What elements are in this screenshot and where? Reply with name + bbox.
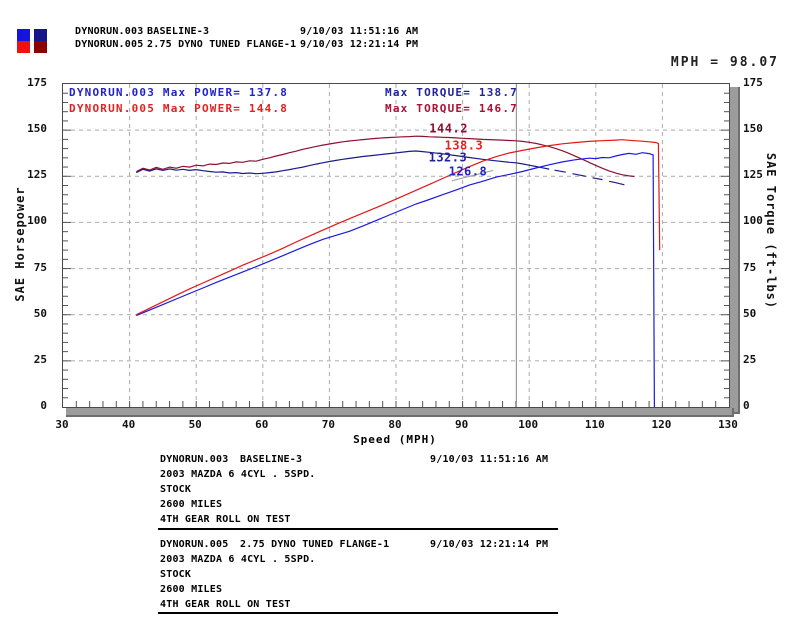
footer-run-2-description: 2.75 DYNO TUNED FLANGE-1	[240, 539, 390, 550]
footer-divider-2	[158, 612, 558, 614]
footer-run-1-mileage: 2600 MILES	[160, 499, 223, 510]
y-tick-label-right: 125	[743, 168, 763, 182]
run-2-description: 2.75 DYNO TUNED FLANGE-1	[147, 39, 297, 50]
footer-run-2-mileage: 2600 MILES	[160, 584, 223, 595]
footer-run-2-vehicle: 2003 MAZDA 6 4CYL . 5SPD.	[160, 554, 316, 565]
swatch-power-003	[17, 29, 30, 41]
cursor-value-label: 132.3	[429, 151, 468, 165]
y-tick-label-left: 175	[27, 76, 47, 89]
y-tick-label-left: 50	[33, 306, 47, 320]
footer-run-1-test-type: 4TH GEAR ROLL ON TEST	[160, 514, 291, 525]
x-tick-label: 40	[121, 418, 136, 431]
footer-divider-1	[158, 528, 558, 530]
series-torque-003	[592, 177, 603, 181]
y-tick-label-left: 125	[27, 168, 47, 182]
y-tick-label-left: 0	[40, 399, 47, 412]
footer-run-1-description: BASELINE-3	[240, 454, 303, 465]
header-run-1: DYNORUN.003 BASELINE-3 9/10/03 11:51:16 …	[0, 26, 800, 39]
x-tick-label: 80	[388, 418, 402, 431]
legend-torque-003: Max TORQUE= 138.7	[385, 86, 518, 99]
series-torque-003	[608, 180, 625, 186]
x-tick-label: 120	[651, 418, 672, 431]
run-2-timestamp: 9/10/03 12:21:14 PM	[300, 39, 419, 50]
plot-frame-bevel-right	[730, 87, 740, 414]
y-tick-label-right: 50	[743, 306, 757, 320]
y-tick-label-left: 25	[33, 352, 47, 366]
run-2-filename: DYNORUN.005	[75, 39, 144, 50]
x-tick-label: 70	[321, 418, 336, 431]
x-tick-label: 30	[55, 418, 69, 431]
run-1-filename: DYNORUN.003	[75, 26, 144, 37]
run-1-description: BASELINE-3	[147, 26, 210, 37]
plot-frame-bevel-bottom	[66, 408, 734, 417]
x-tick-label: 100	[518, 418, 539, 431]
y-tick-label-right: 75	[743, 260, 757, 274]
series-torque-005	[136, 135, 635, 178]
legend-torque-005: Max TORQUE= 146.7	[385, 102, 518, 115]
cursor-mph-readout: MPH = 98.07	[670, 55, 779, 70]
footer-run-2-timestamp: 9/10/03 12:21:14 PM	[430, 539, 549, 550]
footer-run-1-vehicle: 2003 MAZDA 6 4CYL . 5SPD.	[160, 469, 316, 480]
x-tick-label: 60	[255, 418, 269, 431]
power-color-swatch-column	[17, 29, 30, 54]
x-tick-label: 50	[188, 418, 202, 431]
swatch-torque-003	[34, 29, 47, 41]
x-axis-title: Speed (MPH)	[353, 433, 437, 446]
legend-power-003: DYNORUN.003 Max POWER= 137.8	[69, 86, 289, 99]
series-power-003	[136, 152, 656, 408]
y-tick-label-right: 175	[743, 76, 763, 89]
y-tick-label-right: 150	[743, 122, 763, 136]
footer-run-2-test-type: 4TH GEAR ROLL ON TEST	[160, 599, 291, 610]
x-tick-label: 110	[584, 418, 605, 431]
swatch-power-005	[17, 41, 30, 53]
label-leader-line	[451, 169, 494, 182]
y-tick-label-right: 25	[743, 352, 757, 366]
cursor-value-label: 144.2	[429, 122, 468, 136]
series-torque-003	[136, 150, 550, 175]
footer-run-1-filename: DYNORUN.003	[160, 454, 229, 465]
plot-frame: 144.2 138.3 132.3 126.8	[62, 83, 730, 408]
torque-color-swatch-column	[34, 29, 47, 54]
x-tick-label: 130	[718, 418, 738, 431]
footer-run-2-condition: STOCK	[160, 569, 192, 580]
swatch-torque-005	[34, 41, 47, 53]
y-tick-label-left: 150	[27, 122, 47, 136]
footer-block-run-2: DYNORUN.005 2.75 DYNO TUNED FLANGE-1 9/1…	[160, 537, 600, 612]
y-tick-label-right: 0	[743, 399, 750, 412]
series-torque-003	[572, 173, 586, 177]
y-tick-label-left: 100	[27, 214, 47, 228]
series-power-005	[136, 139, 661, 316]
y-tick-label-right: 100	[743, 214, 763, 228]
cursor-value-label: 138.3	[445, 138, 484, 152]
legend-power-005: DYNORUN.005 Max POWER= 144.8	[69, 102, 289, 115]
footer-run-1-condition: STOCK	[160, 484, 192, 495]
run-1-timestamp: 9/10/03 11:51:16 AM	[300, 26, 419, 37]
footer-run-2-filename: DYNORUN.005	[160, 539, 229, 550]
y-tick-label-left: 75	[33, 260, 47, 274]
series-torque-003	[554, 169, 566, 173]
footer-run-1-timestamp: 9/10/03 11:51:16 AM	[430, 454, 549, 465]
header-run-2: DYNORUN.005 2.75 DYNO TUNED FLANGE-1 9/1…	[0, 39, 800, 52]
y-axis-title-right: SAE Torque (ft-lbs)	[764, 152, 778, 310]
x-tick-label: 90	[454, 418, 469, 431]
footer-block-run-1: DYNORUN.003 BASELINE-3 9/10/03 11:51:16 …	[160, 452, 600, 527]
cursor-value-label: 126.8	[449, 165, 488, 179]
